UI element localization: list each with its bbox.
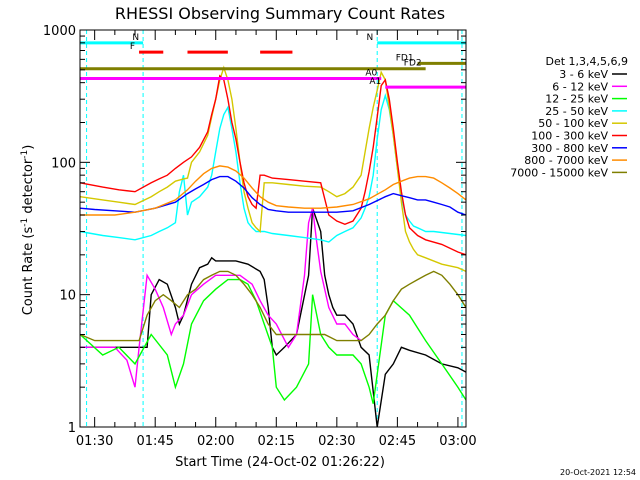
- plot-frame: [79, 29, 467, 428]
- legend-title: Det 1,3,4,5,6,9: [545, 55, 628, 68]
- y-axis-label-end: ): [21, 145, 36, 150]
- y-axis-label-sup1: -1: [20, 218, 30, 227]
- legend-label: 100 - 300 keV: [531, 130, 608, 143]
- x-axis-label: Start Time (24-Oct-02 01:26:22): [175, 455, 385, 470]
- flag-label: N: [132, 33, 139, 43]
- chart-title: RHESSI Observing Summary Count Rates: [115, 4, 445, 23]
- legend-label: 12 - 25 keV: [545, 93, 608, 106]
- legend-label: 3 - 6 keV: [559, 68, 608, 81]
- x-tick-label: 02:15: [258, 434, 295, 449]
- legend-label: 25 - 50 keV: [545, 105, 608, 118]
- y-axis-label: Count Rate (s-1 detector-1): [20, 145, 36, 316]
- flag-label: F: [130, 42, 135, 52]
- x-tick-label: 02:00: [197, 434, 234, 449]
- y-tick-label: 100: [51, 156, 76, 171]
- series-line-2: [79, 278, 467, 404]
- flag-label: A0: [365, 69, 377, 79]
- legend-label: 800 - 7000 keV: [524, 154, 608, 167]
- series-line-7: [80, 165, 467, 216]
- series-line-6: [80, 175, 467, 216]
- x-tick-label: 03:00: [439, 434, 476, 449]
- flag-label: N: [366, 33, 373, 43]
- y-tick-label: 1000: [43, 24, 76, 39]
- series-line-8: [79, 270, 467, 342]
- x-tick-label: 02:30: [318, 434, 355, 449]
- series-line-0: [80, 207, 467, 428]
- flag-label: FD1: [396, 53, 414, 63]
- series-line-1: [80, 208, 362, 388]
- y-tick-label: 1: [68, 421, 76, 436]
- x-tick-label: 02:45: [379, 434, 416, 449]
- series-line-4: [80, 65, 467, 273]
- series-line-3: [79, 92, 467, 243]
- y-axis-label-mid: detector: [21, 158, 36, 218]
- legend-label: 7000 - 15000 keV: [510, 166, 608, 179]
- legend-label: 300 - 800 keV: [531, 142, 608, 155]
- flag-label: FD2: [404, 59, 422, 69]
- flag-label: A1: [369, 77, 381, 87]
- timestamp: 20-Oct-2021 12:54: [560, 468, 636, 477]
- x-tick-label: 01:30: [76, 434, 113, 449]
- y-axis-label-main: Count Rate (s: [21, 227, 36, 316]
- y-axis: 1 10 100 1000: [43, 24, 466, 436]
- legend-label: 50 - 100 keV: [538, 117, 608, 130]
- x-tick-label: 01:45: [136, 434, 173, 449]
- series-line-5: [79, 74, 467, 256]
- y-tick-label: 10: [59, 289, 76, 304]
- x-axis: 01:30 01:45 02:00 02:15 02:30 02:45 03:00: [76, 30, 477, 449]
- y-axis-label-sup2: -1: [20, 150, 30, 159]
- legend-label: 6 - 12 keV: [552, 80, 608, 93]
